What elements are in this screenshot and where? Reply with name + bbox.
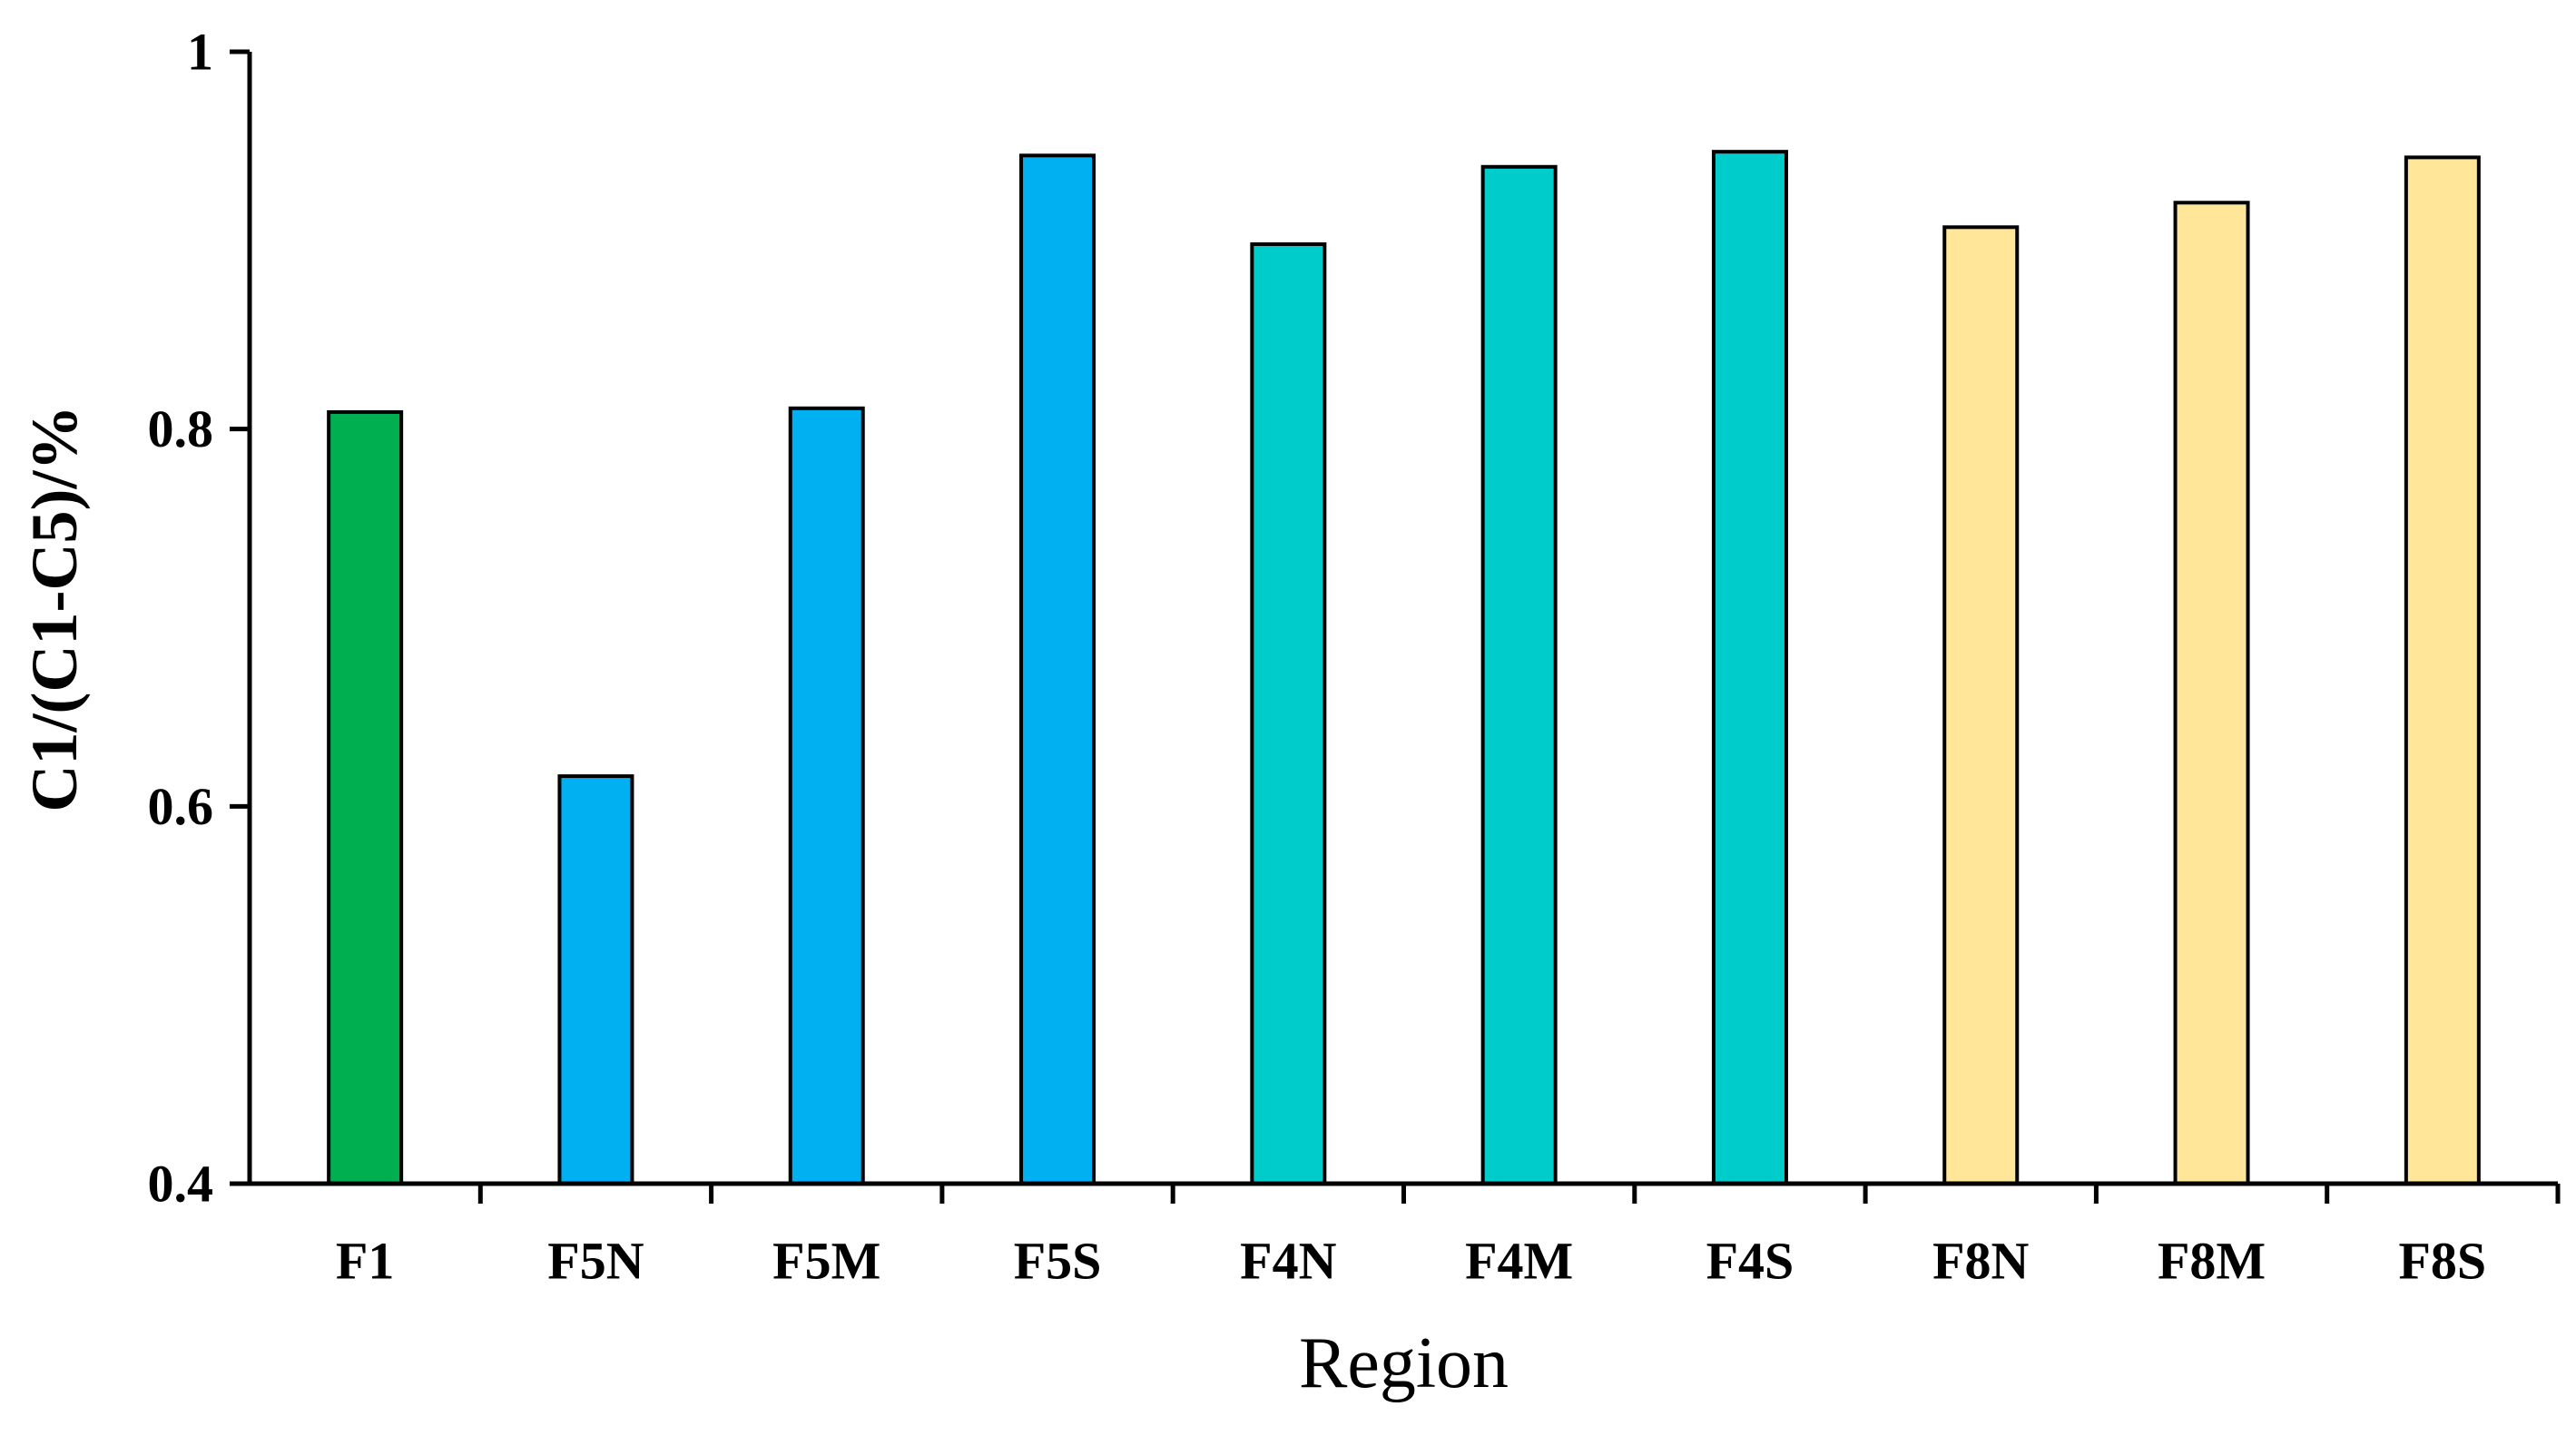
x-tick-label: F8M	[2158, 1232, 2266, 1291]
bar-F4M	[1480, 164, 1558, 1186]
bar-F8S	[2404, 155, 2481, 1185]
bar-F5M	[788, 406, 865, 1185]
x-ticks: F1 F5N F5M F5S F4N F4M F4S F8N F8M F8S	[336, 1184, 2561, 1291]
bars-layer	[327, 150, 2481, 1186]
y-axis-label: C1/(C1-C5)/%	[18, 406, 91, 812]
x-tick-label: F4M	[1465, 1232, 1573, 1291]
x-tick-label: F5M	[772, 1232, 880, 1291]
x-tick-label: F8N	[1932, 1232, 2029, 1291]
y-tick-label: 0.4	[148, 1155, 214, 1214]
x-tick-label: F5S	[1014, 1232, 1102, 1291]
x-tick-label: F4N	[1240, 1232, 1336, 1291]
x-tick-label: F4S	[1706, 1232, 1794, 1291]
bar-F5N	[557, 774, 634, 1186]
x-tick-label: F8S	[2399, 1232, 2487, 1291]
bar-F8M	[2173, 201, 2250, 1185]
x-tick-label: F5N	[547, 1232, 644, 1291]
x-axis-label: Region	[1299, 1323, 1509, 1403]
bar-F8N	[1942, 225, 2020, 1185]
y-tick-label: 1	[187, 23, 213, 82]
y-tick-label: 0.8	[148, 399, 214, 458]
y-ticks: 0.4 0.6 0.8 1	[148, 23, 250, 1214]
bar-F5S	[1019, 153, 1096, 1185]
y-tick-label: 0.6	[148, 777, 214, 836]
bar-F1	[327, 409, 404, 1185]
bar-F4S	[1711, 150, 1788, 1186]
x-tick-label: F1	[336, 1232, 394, 1291]
bar-F4N	[1250, 241, 1327, 1185]
